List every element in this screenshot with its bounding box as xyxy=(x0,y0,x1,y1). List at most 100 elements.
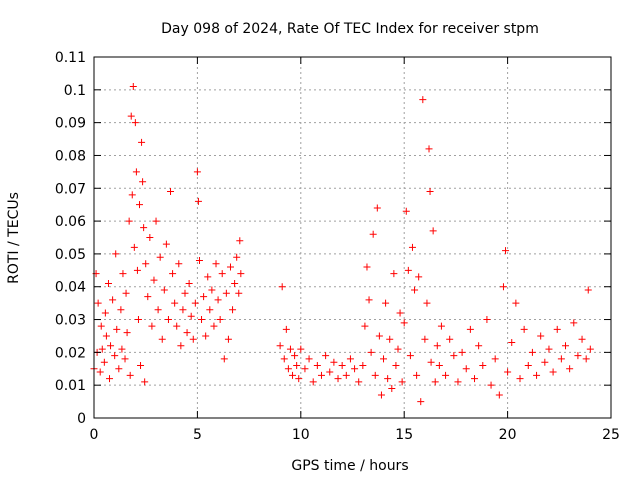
data-point xyxy=(150,276,158,284)
data-point xyxy=(382,299,390,307)
y-axis-title: ROTI / TECUs xyxy=(6,192,22,284)
data-point xyxy=(570,319,578,327)
data-point xyxy=(411,286,419,294)
data-point xyxy=(154,306,162,314)
data-point xyxy=(96,368,104,376)
data-point xyxy=(125,217,133,225)
data-point xyxy=(390,270,398,278)
data-point xyxy=(236,237,244,245)
data-point xyxy=(214,296,222,304)
data-point xyxy=(483,316,491,324)
y-tick-label: 0.1 xyxy=(64,83,86,99)
data-point xyxy=(206,306,214,314)
data-point xyxy=(557,355,565,363)
data-point xyxy=(175,260,183,268)
data-point xyxy=(183,329,191,337)
data-point xyxy=(216,316,224,324)
data-point xyxy=(276,342,284,350)
data-point xyxy=(446,335,454,343)
data-point xyxy=(533,371,541,379)
data-point xyxy=(499,283,507,291)
data-point xyxy=(466,325,474,333)
data-point xyxy=(415,273,423,281)
data-point xyxy=(419,96,427,104)
data-point xyxy=(578,335,586,343)
data-point xyxy=(351,365,359,373)
data-point xyxy=(112,250,120,258)
data-point xyxy=(152,217,160,225)
data-point xyxy=(479,361,487,369)
y-tick-label: 0.08 xyxy=(55,148,86,164)
data-point xyxy=(181,289,189,297)
data-point xyxy=(119,270,127,278)
data-point xyxy=(212,260,220,268)
data-point xyxy=(388,384,396,392)
data-point xyxy=(102,332,110,340)
data-point xyxy=(305,355,313,363)
data-point xyxy=(404,266,412,274)
data-point xyxy=(408,243,416,251)
data-point xyxy=(553,325,561,333)
data-point xyxy=(406,352,414,360)
data-point xyxy=(127,112,135,120)
data-point xyxy=(427,358,435,366)
data-point xyxy=(130,243,138,251)
data-point xyxy=(363,263,371,271)
data-point xyxy=(502,247,510,255)
data-point xyxy=(369,230,377,238)
data-point xyxy=(541,358,549,366)
data-point xyxy=(135,201,143,209)
y-tick-label: 0 xyxy=(77,411,86,427)
data-point xyxy=(233,253,241,261)
data-point xyxy=(106,375,114,383)
data-point xyxy=(160,286,168,294)
data-point xyxy=(139,178,147,186)
data-point xyxy=(167,188,175,196)
data-point xyxy=(458,348,466,356)
y-tick-label: 0.05 xyxy=(55,247,86,263)
data-point xyxy=(97,322,105,330)
data-point xyxy=(297,345,305,353)
y-tick-label: 0.01 xyxy=(55,378,86,394)
data-point xyxy=(361,322,369,330)
data-point xyxy=(377,391,385,399)
data-point xyxy=(156,253,164,261)
data-point xyxy=(218,270,226,278)
data-point xyxy=(289,371,297,379)
data-point xyxy=(524,361,532,369)
data-point xyxy=(435,361,443,369)
data-point xyxy=(375,332,383,340)
data-point xyxy=(107,342,115,350)
data-point xyxy=(491,355,499,363)
data-point xyxy=(98,345,106,353)
data-point xyxy=(355,378,363,386)
data-point xyxy=(122,289,130,297)
data-point xyxy=(413,371,421,379)
data-point xyxy=(326,368,334,376)
data-point xyxy=(134,316,142,324)
data-point xyxy=(162,240,170,248)
data-point xyxy=(334,375,342,383)
data-point xyxy=(148,322,156,330)
data-point xyxy=(280,355,288,363)
data-point xyxy=(140,224,148,232)
data-point xyxy=(425,145,433,153)
data-point xyxy=(193,168,201,176)
data-point xyxy=(118,345,126,353)
y-tick-label: 0.07 xyxy=(55,181,86,197)
data-point xyxy=(454,378,462,386)
y-tick-label: 0.11 xyxy=(55,50,86,66)
chart-title: Day 098 of 2024, Rate Of TEC Index for r… xyxy=(161,21,539,37)
data-point xyxy=(462,365,470,373)
data-point xyxy=(237,270,245,278)
data-point xyxy=(295,375,303,383)
data-point xyxy=(187,312,195,320)
data-point xyxy=(94,299,102,307)
x-tick-label: 0 xyxy=(90,427,99,443)
data-point xyxy=(508,339,516,347)
data-point xyxy=(504,368,512,376)
data-point xyxy=(437,322,445,330)
data-point xyxy=(194,197,202,205)
data-point xyxy=(396,309,404,317)
